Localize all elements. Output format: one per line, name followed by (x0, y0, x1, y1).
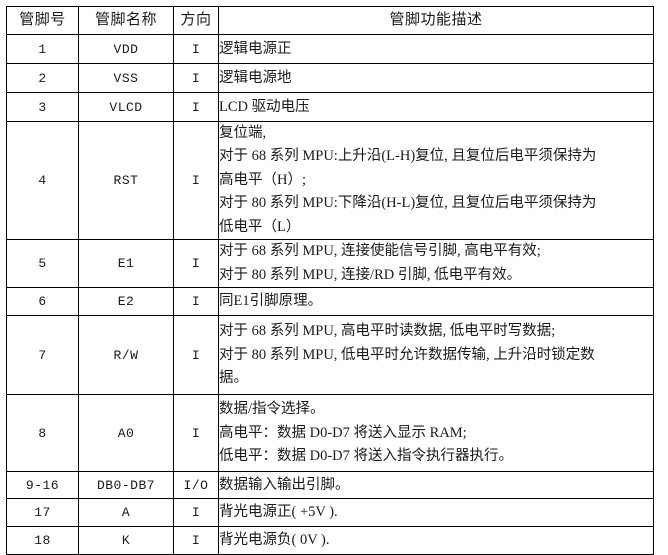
function-line: 据。 (219, 370, 248, 387)
cell-direction: I (173, 498, 219, 528)
cell-function: 同E1引脚原理。 (218, 287, 654, 317)
table-row: 2 VSS I 逻辑电源地 (6, 63, 654, 93)
cell-pin-no: 7 (6, 315, 79, 396)
cell-function: 数据输入输出引脚。 (218, 471, 654, 500)
cell-direction: I (173, 526, 219, 555)
cell-direction: I (173, 120, 219, 241)
cell-direction: I (173, 34, 219, 64)
cell-function: LCD 驱动电压 (218, 92, 654, 122)
table-header-row: 管脚号 管脚名称 方向 管脚功能描述 (6, 6, 654, 35)
function-line: 复位端, (219, 125, 267, 141)
function-line: 逻辑电源地 (219, 70, 292, 86)
function-line: LCD 驱动电压 (219, 99, 310, 115)
cell-pin-name: K (78, 526, 174, 555)
cell-pin-no: 1 (6, 34, 79, 64)
column-header-pin-name: 管脚名称 (78, 6, 174, 35)
cell-pin-name: E2 (78, 287, 174, 317)
function-line: 对于 80 系列 MPU, 连接/RD 引脚, 低电平有效。 (219, 266, 522, 283)
cell-pin-no: 18 (6, 526, 79, 555)
column-header-direction: 方向 (173, 6, 219, 35)
cell-pin-name: E1 (78, 239, 174, 289)
cell-pin-name: DB0-DB7 (78, 471, 174, 500)
function-line: 高电平（H）; (219, 171, 306, 188)
cell-pin-no: 2 (6, 63, 79, 93)
table-row: 1 VDD I 逻辑电源正 (6, 34, 654, 64)
cell-pin-no: 4 (6, 120, 79, 241)
cell-function: 逻辑电源正 (218, 34, 654, 64)
cell-pin-name: VSS (78, 63, 174, 93)
page-root: 管脚号 管脚名称 方向 管脚功能描述 1 VDD I 逻辑电源正 2 VSS I… (6, 6, 654, 555)
cell-pin-no: 17 (6, 498, 79, 528)
cell-function: 数据/指令选择。 高电平：数据 D0-D7 将送入显示 RAM; 低电平：数据 … (218, 394, 654, 473)
cell-direction: I (173, 92, 219, 122)
cell-pin-name: VDD (78, 34, 174, 64)
cell-pin-name: A (78, 498, 174, 528)
cell-function: 对于 68 系列 MPU, 连接使能信号引脚, 高电平有效; 对于 80 系列 … (218, 239, 654, 289)
cell-pin-name: RST (78, 120, 174, 241)
table-row: 9-16 DB0-DB7 I/O 数据输入输出引脚。 (6, 471, 654, 500)
cell-pin-no: 3 (6, 92, 79, 122)
cell-direction: I/O (173, 471, 219, 500)
table-row: 4 RST I 复位端, 对于 68 系列 MPU:上升沿(L-H)复位, 且复… (6, 120, 654, 241)
cell-direction: I (173, 63, 219, 93)
cell-pin-name: R/W (78, 315, 174, 396)
cell-function: 背光电源正( +5V ). (218, 498, 654, 528)
table-row: 3 VLCD I LCD 驱动电压 (6, 92, 654, 122)
function-line: 背光电源负( 0V ). (219, 532, 330, 549)
table-row: 6 E2 I 同E1引脚原理。 (6, 287, 654, 317)
cell-pin-no: 9-16 (6, 471, 79, 500)
cell-pin-name: VLCD (78, 92, 174, 122)
table-row: 7 R/W I 对于 68 系列 MPU, 高电平时读数据, 低电平时写数据; … (6, 315, 654, 396)
function-line: 数据/指令选择。 (219, 401, 325, 418)
cell-pin-name: A0 (78, 394, 174, 473)
cell-pin-no: 5 (6, 239, 79, 289)
pin-function-table: 管脚号 管脚名称 方向 管脚功能描述 1 VDD I 逻辑电源正 2 VSS I… (6, 6, 654, 555)
function-line: 低电平：数据 D0-D7 将送入指令执行器执行。 (219, 448, 514, 465)
function-line: 背光电源正( +5V ). (219, 504, 338, 521)
cell-function: 背光电源负( 0V ). (218, 526, 654, 555)
function-line: 低电平（L） (219, 218, 301, 235)
column-header-pin-no: 管脚号 (6, 6, 79, 35)
function-line: 逻辑电源正 (219, 41, 292, 57)
column-header-function: 管脚功能描述 (218, 6, 654, 35)
cell-function: 对于 68 系列 MPU, 高电平时读数据, 低电平时写数据; 对于 80 系列… (218, 315, 654, 396)
cell-direction: I (173, 394, 219, 473)
function-line: 数据输入输出引脚。 (219, 477, 350, 494)
function-line: 对于 68 系列 MPU:上升沿(L-H)复位, 且复位后电平须保持为 (219, 148, 597, 165)
cell-function: 逻辑电源地 (218, 63, 654, 93)
function-line: 对于 80 系列 MPU:下降沿(H-L)复位, 且复位后电平须保持为 (219, 195, 597, 212)
function-line: 高电平：数据 D0-D7 将送入显示 RAM; (219, 424, 467, 441)
cell-pin-no: 8 (6, 394, 79, 473)
function-line: 对于 68 系列 MPU, 高电平时读数据, 低电平时写数据; (219, 323, 556, 340)
table-row: 18 K I 背光电源负( 0V ). (6, 526, 654, 555)
function-line: 同E1引脚原理。 (219, 293, 323, 310)
cell-function: 复位端, 对于 68 系列 MPU:上升沿(L-H)复位, 且复位后电平须保持为… (218, 120, 654, 241)
table-row: 17 A I 背光电源正( +5V ). (6, 498, 654, 528)
cell-direction: I (173, 239, 219, 289)
function-line: 对于 80 系列 MPU, 低电平时允许数据传输, 上升沿时锁定数 (219, 346, 595, 363)
cell-direction: I (173, 315, 219, 396)
cell-direction: I (173, 287, 219, 317)
function-line: 对于 68 系列 MPU, 连接使能信号引脚, 高电平有效; (219, 243, 541, 260)
table-row: 8 A0 I 数据/指令选择。 高电平：数据 D0-D7 将送入显示 RAM; … (6, 394, 654, 473)
cell-pin-no: 6 (6, 287, 79, 317)
table-row: 5 E1 I 对于 68 系列 MPU, 连接使能信号引脚, 高电平有效; 对于… (6, 239, 654, 289)
